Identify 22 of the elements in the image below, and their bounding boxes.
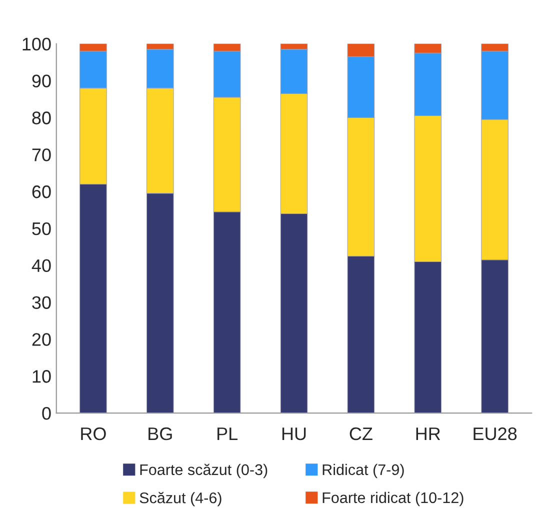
legend-label: Ridicat (7-9) xyxy=(322,464,404,478)
y-tick-label: 10 xyxy=(32,370,51,383)
y-tick-label: 90 xyxy=(32,74,51,88)
y-tick-label: 50 xyxy=(32,222,51,236)
x-tick-label: HU xyxy=(282,428,306,440)
x-tick-label: EU28 xyxy=(474,427,517,440)
legend-label: Foarte scăzut (0-3) xyxy=(140,464,268,478)
x-tick-label: BG xyxy=(148,427,172,440)
legend-label: Foarte ridicat (10-12) xyxy=(322,492,464,506)
y-tick-label: 70 xyxy=(32,148,51,162)
x-tick-label: CZ xyxy=(350,427,372,440)
y-tick-label: 0 xyxy=(42,406,51,420)
y-tick-label: 60 xyxy=(32,185,51,198)
x-tick-label: PL xyxy=(218,428,238,440)
legend-label: Scăzut (4-6) xyxy=(140,492,222,506)
x-tick-label: HR xyxy=(416,428,440,440)
x-tick-label: RO xyxy=(81,427,106,440)
y-tick-label: 100 xyxy=(22,38,51,50)
y-tick-label: 40 xyxy=(32,259,51,272)
y-tick-label: 30 xyxy=(32,296,51,309)
y-tick-label: 80 xyxy=(32,112,51,124)
y-tick-label: 20 xyxy=(32,333,51,346)
